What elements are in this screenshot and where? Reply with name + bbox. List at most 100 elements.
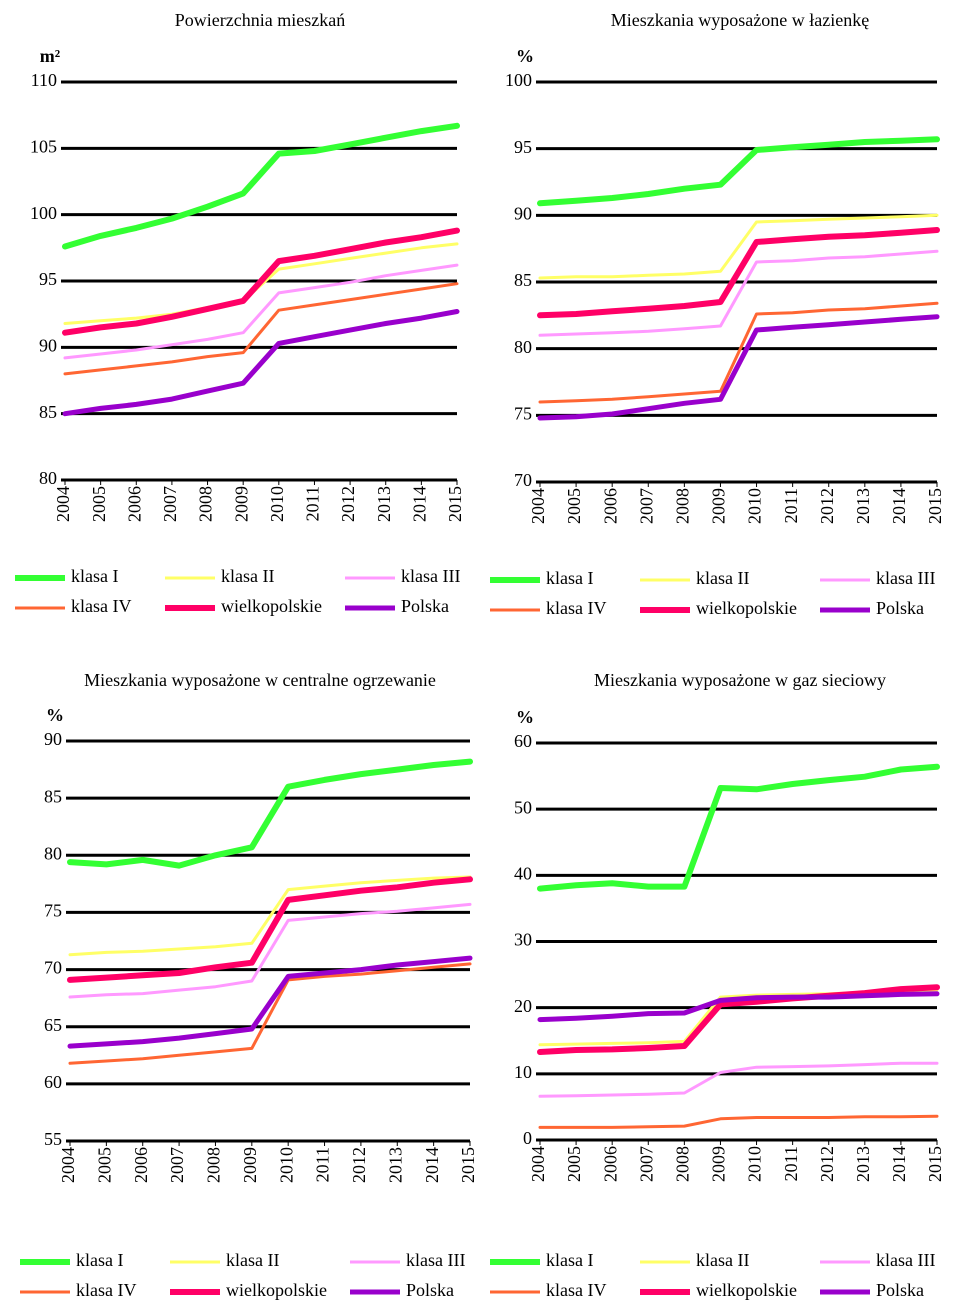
series-line bbox=[62, 227, 460, 336]
y-tick-label: 20 bbox=[514, 996, 532, 1016]
legend-label: klasa IV bbox=[76, 1280, 136, 1300]
legend-label: klasa I bbox=[546, 1250, 593, 1270]
legend-label: klasa III bbox=[401, 566, 460, 586]
chart: Powierzchnia mieszkań m² 80 85 90 95 100 105 110… bbox=[15, 10, 465, 616]
series-line bbox=[537, 227, 940, 319]
legend-label: klasa IV bbox=[546, 598, 606, 618]
x-tick-label: 2008 bbox=[672, 488, 692, 524]
legend-label: wielkopolskie bbox=[696, 598, 797, 618]
y-axis-unit: % bbox=[46, 705, 64, 725]
x-tick-label: 2015 bbox=[458, 1147, 478, 1183]
series-line bbox=[68, 902, 472, 999]
series-line bbox=[537, 314, 940, 421]
x-tick-label: 2012 bbox=[349, 1147, 369, 1183]
x-tick-label: 2013 bbox=[853, 1146, 873, 1182]
y-tick-label: 65 bbox=[44, 1015, 62, 1035]
x-tick-label: 2015 bbox=[925, 488, 945, 524]
series-line bbox=[538, 1114, 939, 1129]
y-tick-label: 90 bbox=[39, 335, 57, 355]
y-axis-unit: % bbox=[516, 707, 534, 727]
x-tick-label: 2010 bbox=[276, 1147, 296, 1183]
y-tick-label: 90 bbox=[514, 203, 532, 223]
legend-label: klasa I bbox=[71, 566, 118, 586]
x-tick-label: 2014 bbox=[422, 1147, 442, 1183]
chart: Mieszkania wyposażone w łazienkę% 70 75 80 8… bbox=[490, 10, 945, 618]
x-tick-label: 2006 bbox=[131, 1147, 151, 1183]
x-tick-label: 2014 bbox=[409, 486, 429, 522]
x-tick-label: 2005 bbox=[564, 1146, 584, 1182]
legend-label: klasa III bbox=[406, 1250, 465, 1270]
x-tick-label: 2005 bbox=[564, 488, 584, 524]
x-tick-label: 2013 bbox=[853, 488, 873, 524]
chart: Mieszkania wyposażone w gaz sieciowy% 0 10… bbox=[490, 670, 945, 1300]
series-line bbox=[68, 962, 472, 1065]
y-tick-label: 75 bbox=[514, 403, 532, 423]
legend-label: klasa I bbox=[76, 1250, 123, 1270]
y-tick-label: 85 bbox=[514, 270, 532, 290]
x-tick-label: 2012 bbox=[817, 488, 837, 524]
y-tick-label: 85 bbox=[39, 402, 57, 422]
y-tick-label: 110 bbox=[31, 70, 57, 90]
legend-label: Polska bbox=[401, 596, 449, 616]
x-tick-label: 2010 bbox=[745, 1146, 765, 1182]
x-tick-label: 2011 bbox=[781, 1146, 801, 1181]
x-tick-label: 2008 bbox=[672, 1146, 692, 1182]
series-line bbox=[538, 249, 939, 337]
chart-title: Powierzchnia mieszkań bbox=[175, 10, 345, 30]
x-tick-label: 2014 bbox=[889, 488, 909, 524]
x-tick-label: 2009 bbox=[231, 486, 251, 522]
legend-label: klasa II bbox=[696, 1250, 749, 1270]
legend-label: Polska bbox=[876, 1280, 924, 1300]
x-tick-label: 2005 bbox=[89, 486, 109, 522]
x-tick-label: 2008 bbox=[204, 1147, 224, 1183]
y-tick-label: 95 bbox=[514, 137, 532, 157]
x-tick-label: 2005 bbox=[94, 1147, 114, 1183]
legend-label: wielkopolskie bbox=[226, 1280, 327, 1300]
chart-title: Mieszkania wyposażone w łazienkę bbox=[611, 10, 869, 30]
series-line bbox=[67, 758, 473, 869]
y-tick-label: 80 bbox=[514, 337, 532, 357]
x-tick-label: 2008 bbox=[196, 486, 216, 522]
x-tick-label: 2012 bbox=[338, 486, 358, 522]
x-tick-label: 2009 bbox=[240, 1147, 260, 1183]
series-line bbox=[538, 301, 939, 404]
series-line bbox=[67, 955, 473, 1049]
y-tick-label: 75 bbox=[44, 901, 62, 921]
y-tick-label: 80 bbox=[39, 468, 57, 488]
x-tick-label: 2009 bbox=[709, 488, 729, 524]
y-axis-unit: m² bbox=[40, 46, 60, 66]
legend-label: klasa IV bbox=[71, 596, 131, 616]
legend-label: Polska bbox=[876, 598, 924, 618]
y-tick-label: 100 bbox=[505, 70, 532, 90]
legend-label: Polska bbox=[406, 1280, 454, 1300]
x-tick-label: 2004 bbox=[528, 1146, 548, 1182]
series-line bbox=[537, 984, 940, 1055]
series-line bbox=[62, 122, 460, 250]
x-tick-label: 2009 bbox=[709, 1146, 729, 1182]
x-tick-label: 2011 bbox=[781, 488, 801, 523]
x-tick-label: 2007 bbox=[636, 1146, 656, 1182]
x-tick-label: 2007 bbox=[167, 1147, 187, 1183]
legend-label: klasa II bbox=[221, 566, 274, 586]
series-line bbox=[68, 875, 472, 957]
series-line bbox=[537, 136, 940, 207]
series-line bbox=[538, 1061, 939, 1098]
y-axis-unit: % bbox=[516, 46, 534, 66]
y-tick-label: 60 bbox=[44, 1072, 62, 1092]
x-tick-label: 2006 bbox=[600, 488, 620, 524]
x-tick-label: 2007 bbox=[636, 488, 656, 524]
legend-label: klasa IV bbox=[546, 1280, 606, 1300]
series-line bbox=[62, 309, 460, 417]
x-tick-label: 2012 bbox=[817, 1146, 837, 1182]
y-tick-label: 0 bbox=[523, 1128, 532, 1148]
legend-label: wielkopolskie bbox=[221, 596, 322, 616]
y-tick-label: 70 bbox=[514, 470, 532, 490]
legend-label: klasa III bbox=[876, 1250, 935, 1270]
y-tick-label: 70 bbox=[44, 958, 62, 978]
x-tick-label: 2004 bbox=[58, 1147, 78, 1183]
chart-title: Mieszkania wyposażone w gaz sieciowy bbox=[594, 670, 886, 690]
legend-label: klasa II bbox=[696, 568, 749, 588]
chart-title: Mieszkania wyposażone w centralne ogrzew… bbox=[84, 670, 436, 690]
y-tick-label: 50 bbox=[514, 797, 532, 817]
y-tick-label: 40 bbox=[514, 863, 532, 883]
